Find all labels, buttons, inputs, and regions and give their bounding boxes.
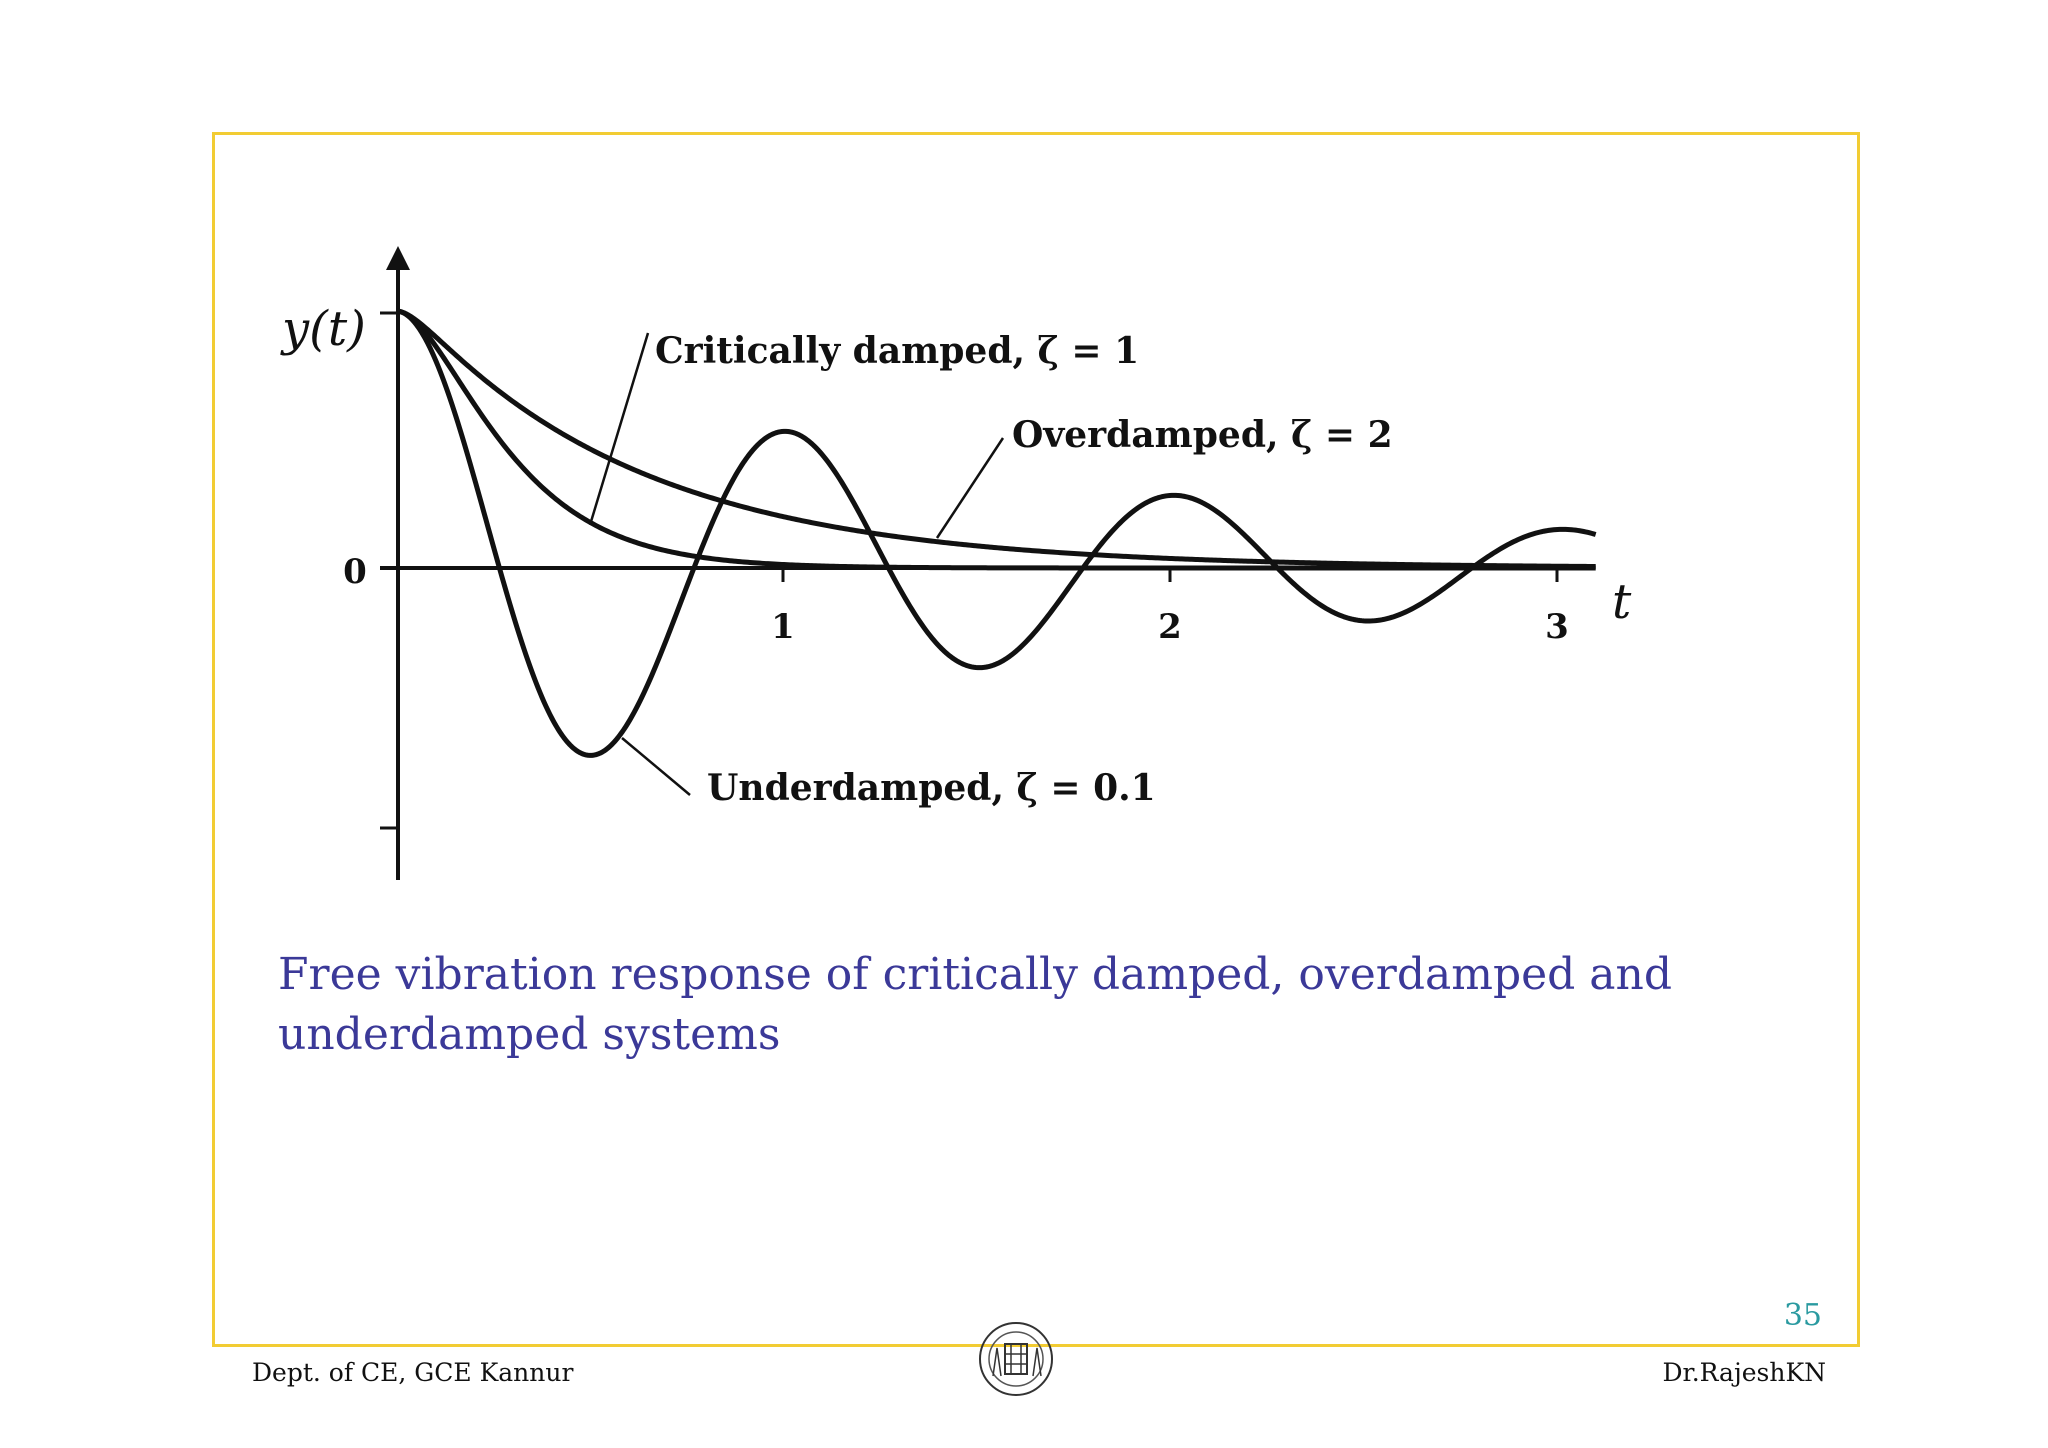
x-tick-label: 3	[1545, 607, 1569, 647]
annotation-label: Overdamped, ζ = 2	[1012, 414, 1393, 456]
page-number: 35	[1783, 1298, 1822, 1333]
slide-caption: Free vibration response of critically da…	[278, 949, 1673, 1060]
annotation-layer: Critically damped, ζ = 1 Overdamped, ζ = …	[588, 330, 1393, 809]
footer-department: Dept. of CE, GCE Kannur	[252, 1358, 574, 1387]
college-seal-icon	[979, 1322, 1053, 1396]
x-tick-label: 2	[1158, 607, 1182, 647]
annotation-leader	[935, 437, 1005, 539]
annotation-label: Critically damped, ζ = 1	[655, 330, 1139, 372]
x-tick-label: 1	[771, 607, 795, 647]
annotation-leader	[588, 332, 650, 526]
annotation-leader	[621, 737, 691, 796]
series-line	[395, 308, 1597, 569]
footer-author: Dr.RajeshKN	[1662, 1358, 1826, 1387]
series-layer	[395, 308, 1597, 758]
series-line	[395, 308, 1597, 571]
annotation-label: Underdamped, ζ = 0.1	[707, 767, 1156, 809]
footer-divider	[212, 1344, 1860, 1347]
x-axis-label: t	[1612, 574, 1632, 630]
y-tick-label: 0	[343, 552, 367, 592]
y-axis-label: y(t)	[280, 301, 366, 357]
series-line	[395, 308, 1597, 758]
